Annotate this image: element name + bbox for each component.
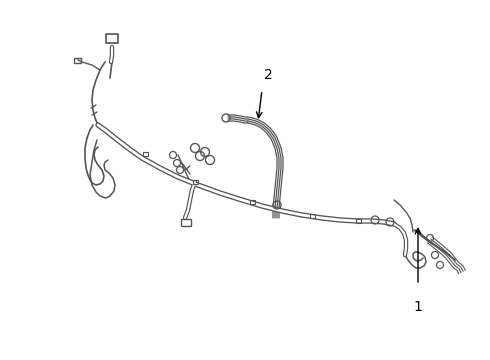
Bar — [143, 152, 147, 156]
Text: 2: 2 — [264, 68, 272, 82]
Bar — [193, 180, 197, 184]
Bar — [249, 200, 254, 204]
Text: 1: 1 — [414, 300, 422, 314]
Bar — [106, 33, 118, 42]
Bar — [310, 214, 315, 218]
Bar — [74, 58, 80, 63]
Bar — [356, 219, 361, 223]
Bar — [181, 219, 191, 225]
